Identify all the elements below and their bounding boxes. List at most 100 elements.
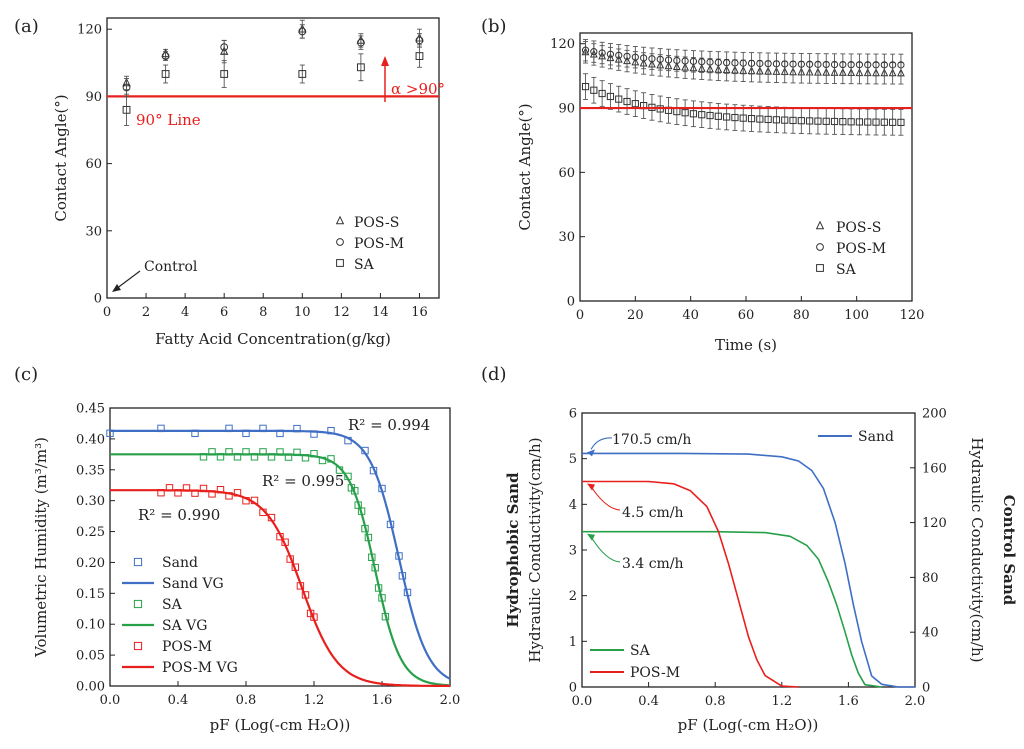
- c-xtick-label: 1.2: [304, 693, 325, 708]
- d-ytick-label: 5: [569, 452, 577, 467]
- control-arrow-head: [112, 284, 121, 292]
- d-ytick-label: 1: [569, 635, 577, 650]
- b-point-sa: [698, 111, 706, 119]
- c-ytick-label: 0.30: [76, 494, 105, 509]
- c-point-sa: [310, 450, 318, 458]
- b-ytick-label: 0: [567, 295, 575, 310]
- b-errorbar-sa: [591, 76, 597, 104]
- b-point-pos-m: [731, 59, 739, 67]
- b-point-sa: [606, 92, 615, 101]
- b-point-pos-m: [664, 56, 673, 64]
- panel-d-left-ylabel: Hydraulic Conductivity(cm/h): [526, 437, 544, 662]
- c-point-pos-m: [276, 532, 284, 541]
- b-errorbar-sa: [699, 101, 705, 129]
- b-xtick-label: 80: [793, 308, 810, 323]
- a-errorbar-pos-m: [221, 39, 227, 55]
- b-errorbar-pos-m: [707, 50, 713, 74]
- b-errorbar-pos-m: [765, 52, 771, 75]
- b-point-sa: [880, 118, 888, 126]
- b-errorbar-sa: [881, 108, 887, 136]
- b-point-pos-m: [797, 60, 805, 68]
- panel-b-letter: (b): [481, 16, 507, 37]
- c-ytick-label: 0.25: [76, 525, 105, 540]
- b-point-sa: [806, 117, 814, 125]
- a-xtick-label: 14: [372, 305, 389, 320]
- b-errorbar-pos-m: [798, 53, 804, 76]
- panel-b-xlabel: Time (s): [715, 336, 777, 354]
- b-point-pos-m: [648, 55, 656, 63]
- b-point-sa: [631, 100, 639, 108]
- c-point-sand: [225, 424, 233, 433]
- d-right-ytick-label: 120: [922, 516, 947, 531]
- b-point-pos-m: [598, 49, 606, 57]
- d-right-ytick-label: 80: [922, 571, 939, 586]
- c-point-pos-m: [157, 489, 165, 497]
- c-point-sa: [250, 453, 259, 461]
- b-errorbar-pos-m: [715, 51, 721, 74]
- b-point-sa: [706, 111, 714, 120]
- c-ytick-label: 0.40: [76, 432, 105, 447]
- panel-b: (b) 0 20 40 60 80 100 120 0 30 60 90 120 Time (s) C…: [481, 16, 924, 354]
- a-xtick-label: 4: [181, 305, 189, 320]
- b-point-pos-m: [880, 61, 888, 69]
- a-legend-marker-pos-m: [336, 238, 344, 246]
- b-errorbar-sa: [757, 105, 763, 133]
- a-xtick-label: 2: [142, 305, 150, 320]
- a-errorbar-sa: [221, 60, 227, 88]
- b-point-pos-m: [714, 58, 722, 66]
- c-point-sand: [310, 430, 318, 438]
- b-errorbar-sa: [782, 106, 788, 134]
- c-point-sand: [327, 426, 335, 435]
- b-point-sa: [839, 118, 847, 126]
- a-xtick-label: 8: [259, 305, 267, 320]
- c-curve-sand-vg: [110, 429, 451, 680]
- a-point-pos-m: [220, 43, 229, 52]
- b-xtick-label: 0: [576, 308, 584, 323]
- legend-a-pos-m: POS-M: [354, 236, 404, 252]
- c-point-sa: [318, 456, 327, 465]
- c-ytick-label: 0.15: [76, 587, 105, 602]
- a-point-pos-m: [415, 36, 424, 45]
- b-errorbar-sa: [607, 83, 613, 110]
- c-point-sand: [191, 429, 199, 438]
- b-point-pos-m: [756, 59, 764, 68]
- panel-a-ylabel: Contact Angle(°): [52, 94, 70, 221]
- b-point-pos-m: [739, 59, 747, 67]
- a-errorbar-sa: [299, 64, 305, 84]
- b-point-pos-m: [822, 60, 830, 69]
- b-xtick-label: 100: [844, 308, 869, 323]
- c-point-sa: [335, 466, 344, 474]
- legend-d-sand: Sand: [858, 429, 894, 445]
- a-ytick-label: 60: [85, 157, 102, 172]
- anno-3-4: 3.4 cm/h: [622, 556, 684, 572]
- b-errorbar-sa: [765, 106, 771, 133]
- legend-d-pos-m: POS-M: [630, 665, 680, 681]
- panel-d-left-title: Hydrophobic Sand: [504, 472, 522, 628]
- b-errorbar-pos-m: [873, 53, 879, 76]
- c-point-pos-m: [165, 484, 174, 492]
- d-ytick-label: 2: [569, 589, 577, 604]
- b-legend-marker-pos-m: [816, 243, 824, 251]
- d-right-ytick-label: 160: [922, 461, 947, 476]
- b-errorbar-pos-m: [682, 49, 688, 73]
- d-anno-arrow-head: [587, 449, 595, 457]
- c-point-pos-m: [310, 613, 318, 621]
- a-point-sa: [161, 70, 170, 78]
- c-point-pos-m: [182, 484, 191, 492]
- c-point-pos-m: [250, 496, 259, 505]
- b-point-sa: [830, 117, 839, 126]
- b-point-sa: [739, 114, 747, 122]
- b-errorbar-pos-m: [583, 38, 589, 62]
- panel-c-ylabel: Volumetric Humidity (m³/m³): [32, 437, 50, 658]
- b-point-sa: [797, 117, 805, 125]
- b-point-pos-m: [839, 60, 847, 69]
- a-point-pos-m: [298, 27, 307, 36]
- b-point-sa: [689, 110, 698, 118]
- b-errorbar-pos-m: [699, 50, 705, 73]
- b-point-sa: [855, 118, 864, 126]
- b-errorbar-pos-m: [890, 53, 896, 77]
- b-errorbar-pos-m: [649, 47, 655, 70]
- c-xtick-label: 0.0: [100, 693, 121, 708]
- b-errorbar-pos-m: [616, 44, 622, 67]
- d-curve-pos-m: [582, 480, 799, 688]
